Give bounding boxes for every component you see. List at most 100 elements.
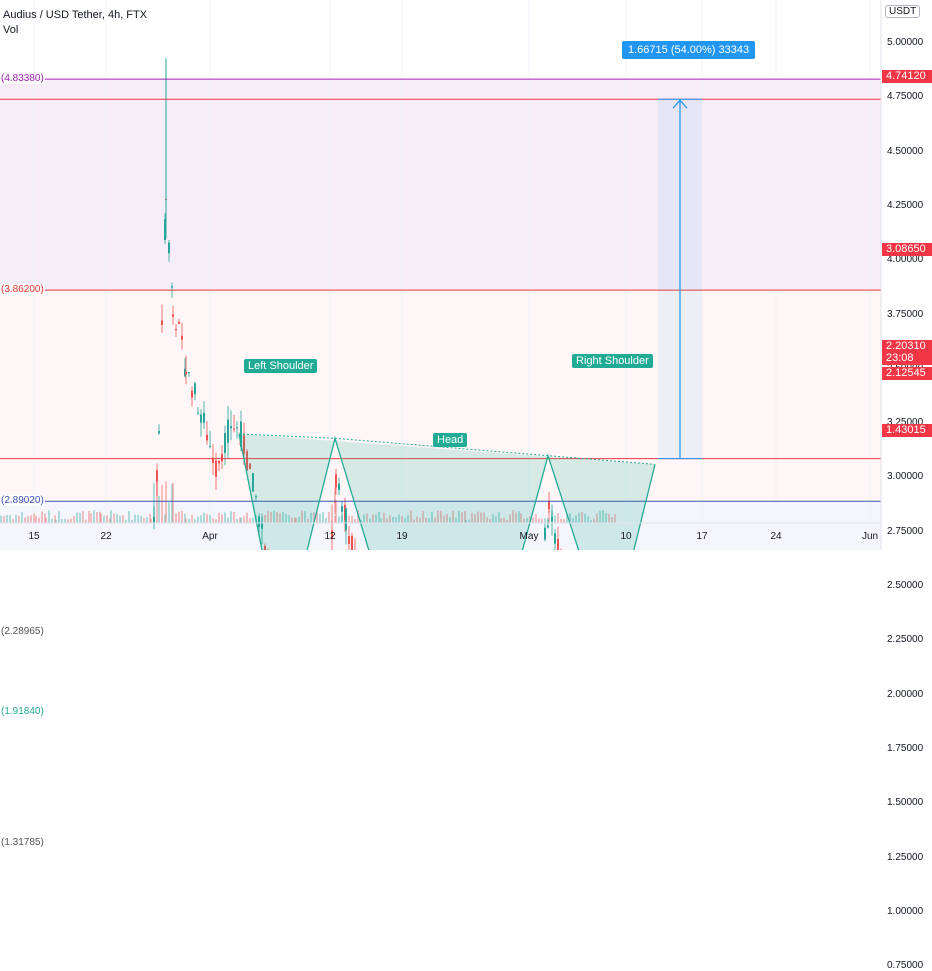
- price-tick-label: 1.75000: [887, 742, 924, 754]
- volume-bar: [125, 519, 127, 523]
- volume-bar: [307, 518, 309, 523]
- price-tick-label: 5.00000: [887, 37, 924, 48]
- volume-bar: [498, 511, 500, 523]
- volume-bar: [158, 495, 160, 523]
- candle-body: [338, 483, 340, 491]
- volume-bar: [500, 518, 502, 523]
- candle-body: [547, 525, 549, 528]
- volume-bar: [88, 510, 90, 523]
- volume-bar: [611, 516, 613, 523]
- volume-bar: [206, 513, 208, 523]
- volume-bar: [79, 512, 81, 523]
- volume-bar: [351, 515, 353, 523]
- volume-bar: [45, 517, 47, 523]
- volume-bar: [413, 519, 415, 523]
- currency-selector[interactable]: USDT: [885, 5, 921, 18]
- candle-body: [158, 431, 160, 434]
- volume-bar: [15, 514, 17, 523]
- fib-band: [0, 501, 881, 550]
- volume-bar: [230, 511, 232, 523]
- volume-bar: [366, 513, 368, 523]
- volume-bar: [596, 513, 598, 523]
- volume-bar: [401, 516, 403, 523]
- candle-body: [203, 412, 205, 423]
- volume-bar: [575, 515, 577, 523]
- candle-body: [233, 428, 235, 430]
- volume-bar: [602, 510, 604, 523]
- grid-lines: [33, 0, 871, 523]
- volume-bar: [85, 519, 87, 523]
- volume-bar: [492, 514, 494, 523]
- volume-bar: [209, 515, 211, 523]
- volume-bar: [520, 513, 522, 523]
- fib-bands: [0, 79, 881, 550]
- volume-bar: [338, 516, 340, 523]
- volume-bar: [455, 517, 457, 523]
- time-tick-label: Apr: [202, 531, 218, 542]
- candle-body: [188, 372, 190, 374]
- volume-bar: [27, 515, 29, 523]
- price-tick-label: 2.50000: [887, 580, 924, 591]
- volume-bar: [461, 512, 463, 523]
- candle-body: [171, 286, 173, 288]
- time-tick-label: 22: [100, 531, 112, 542]
- volume-bar: [51, 519, 53, 523]
- price-tick-label: 4.25000: [887, 199, 924, 211]
- candle-body: [215, 460, 217, 477]
- volume-bar: [9, 515, 11, 523]
- volume-bar: [584, 513, 586, 523]
- candle-body: [230, 426, 232, 429]
- volume-bar: [103, 515, 105, 523]
- volume-bar: [389, 515, 391, 523]
- volume-bar: [93, 510, 95, 523]
- volume-bar: [357, 510, 359, 523]
- target-projection: [658, 98, 702, 460]
- price-tick-label: 2.25000: [887, 634, 924, 646]
- candle-body: [212, 457, 214, 463]
- volume-bar: [122, 515, 124, 523]
- volume-bar: [106, 515, 108, 523]
- volume-bar: [215, 519, 217, 523]
- volume-bar: [392, 516, 394, 523]
- volume-bar: [171, 483, 173, 523]
- volume-bar: [279, 512, 281, 523]
- volume-bar: [276, 511, 278, 523]
- volume-bar: [224, 512, 226, 523]
- price-tick-label: 4.75000: [887, 91, 924, 103]
- volume-bar: [431, 511, 433, 523]
- volume-bar: [310, 512, 312, 523]
- volume-bar: [35, 515, 37, 523]
- volume-bar: [544, 518, 546, 523]
- candle-body: [156, 470, 158, 482]
- volume-bar: [191, 514, 193, 523]
- volume-bar: [116, 514, 118, 523]
- volume-bar: [471, 512, 473, 523]
- candle-body: [236, 427, 238, 429]
- volume-bar: [548, 510, 550, 523]
- candle-body: [200, 414, 202, 423]
- price-tick-label: 4.00000: [887, 254, 924, 266]
- volume-bar: [153, 483, 155, 523]
- volume-bar: [380, 518, 382, 523]
- right-shoulder-label: Right Shoulder: [572, 354, 653, 368]
- candle-body: [168, 242, 170, 254]
- candle-body: [331, 530, 333, 539]
- candle-body: [153, 516, 155, 524]
- volume-bar: [185, 518, 187, 523]
- volume-bar: [348, 515, 350, 523]
- volume-bar: [404, 517, 406, 523]
- candle-body: [554, 533, 556, 544]
- volume-bar: [156, 480, 158, 523]
- volume-bar: [282, 511, 284, 523]
- volume-bar: [38, 517, 40, 523]
- time-tick-label: May: [519, 531, 539, 542]
- price-box: 3.08650: [882, 243, 932, 256]
- volume-bar: [99, 511, 101, 523]
- price-tick-label: 3.25000: [887, 417, 924, 429]
- volume-bar: [12, 518, 14, 523]
- volume-bar: [464, 510, 466, 523]
- volume-bar: [249, 518, 251, 523]
- volume-bar: [203, 512, 205, 523]
- volume-bar: [64, 518, 66, 523]
- head-shoulders-pattern: [238, 433, 656, 550]
